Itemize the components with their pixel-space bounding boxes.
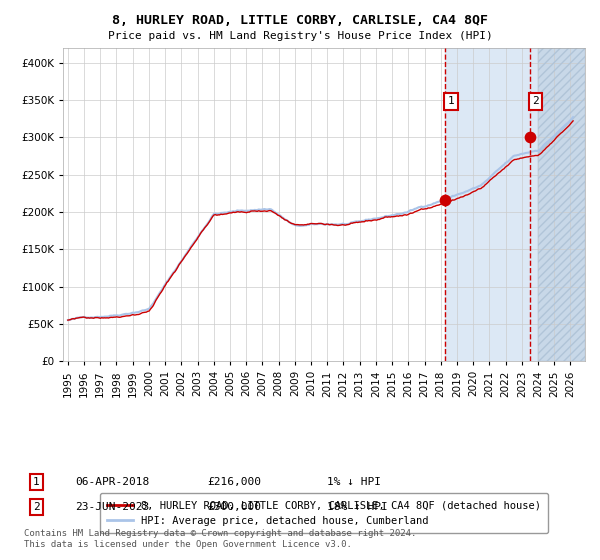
Bar xyxy=(538,48,585,361)
Text: 2: 2 xyxy=(532,96,539,106)
HPI: Average price, detached house, Cumberland: (2.03e+03, 3.18e+05): Average price, detached house, Cumberlan… xyxy=(563,120,570,127)
8, HURLEY ROAD, LITTLE CORBY, CARLISLE, CA4 8QF (detached house) xyxy=(569,118,577,124)
Bar xyxy=(445,48,538,361)
Point xyxy=(525,133,535,142)
8, HURLEY ROAD, LITTLE CORBY, CARLISLE, CA4 8QF (detached house) xyxy=(163,279,170,286)
Text: 23-JUN-2023: 23-JUN-2023 xyxy=(75,502,149,512)
8, HURLEY ROAD, LITTLE CORBY, CARLISLE, CA4 8QF (detached house) xyxy=(173,267,180,273)
Text: 1% ↓ HPI: 1% ↓ HPI xyxy=(327,477,381,487)
HPI: Average price, detached house, Cumberland: (2e+03, 9.21e+04): Average price, detached house, Cumberlan… xyxy=(157,289,164,296)
Text: 2: 2 xyxy=(33,502,40,512)
Bar xyxy=(538,48,585,361)
HPI: Average price, detached house, Cumberland: (2e+03, 5.5e+04): Average price, detached house, Cumberlan… xyxy=(64,317,71,324)
Text: 06-APR-2018: 06-APR-2018 xyxy=(75,477,149,487)
HPI: Average price, detached house, Cumberland: (2e+03, 1.07e+05): Average price, detached house, Cumberlan… xyxy=(163,278,170,285)
Text: £216,000: £216,000 xyxy=(207,477,261,487)
HPI: Average price, detached house, Cumberland: (2.01e+03, 1.82e+05): Average price, detached house, Cumberlan… xyxy=(295,222,302,229)
HPI: Average price, detached house, Cumberland: (2.02e+03, 2.06e+05): Average price, detached house, Cumberlan… xyxy=(415,204,422,211)
Line: HPI: Average price, detached house, Cumberland: HPI: Average price, detached house, Cumb… xyxy=(68,117,573,320)
Text: 18% ↑ HPI: 18% ↑ HPI xyxy=(327,502,388,512)
8, HURLEY ROAD, LITTLE CORBY, CARLISLE, CA4 8QF (detached house) xyxy=(64,317,71,324)
Point xyxy=(440,195,450,204)
8, HURLEY ROAD, LITTLE CORBY, CARLISLE, CA4 8QF (detached house) xyxy=(157,291,164,297)
Legend: 8, HURLEY ROAD, LITTLE CORBY, CARLISLE, CA4 8QF (detached house), HPI: Average p: 8, HURLEY ROAD, LITTLE CORBY, CARLISLE, … xyxy=(100,493,548,533)
8, HURLEY ROAD, LITTLE CORBY, CARLISLE, CA4 8QF (detached house) xyxy=(295,221,302,228)
HPI: Average price, detached house, Cumberland: (2.03e+03, 3.27e+05): Average price, detached house, Cumberlan… xyxy=(569,114,577,120)
Text: £300,000: £300,000 xyxy=(207,502,261,512)
8, HURLEY ROAD, LITTLE CORBY, CARLISLE, CA4 8QF (detached house) xyxy=(563,125,570,132)
Text: Contains HM Land Registry data © Crown copyright and database right 2024.
This d: Contains HM Land Registry data © Crown c… xyxy=(24,529,416,549)
Text: Price paid vs. HM Land Registry's House Price Index (HPI): Price paid vs. HM Land Registry's House … xyxy=(107,31,493,41)
HPI: Average price, detached house, Cumberland: (2e+03, 1.24e+05): Average price, detached house, Cumberlan… xyxy=(173,265,180,272)
Text: 1: 1 xyxy=(33,477,40,487)
Text: 1: 1 xyxy=(448,96,454,106)
Text: 8, HURLEY ROAD, LITTLE CORBY, CARLISLE, CA4 8QF: 8, HURLEY ROAD, LITTLE CORBY, CARLISLE, … xyxy=(112,14,488,27)
Line: 8, HURLEY ROAD, LITTLE CORBY, CARLISLE, CA4 8QF (detached house): 8, HURLEY ROAD, LITTLE CORBY, CARLISLE, … xyxy=(68,121,573,320)
8, HURLEY ROAD, LITTLE CORBY, CARLISLE, CA4 8QF (detached house) xyxy=(415,207,422,213)
